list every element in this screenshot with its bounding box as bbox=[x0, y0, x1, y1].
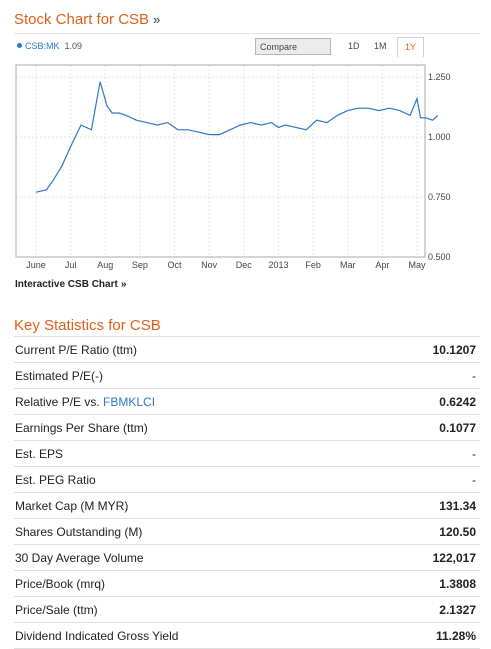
stat-label: Price/Sale (ttm) bbox=[14, 596, 375, 623]
chart-title-text[interactable]: Stock Chart for CSB bbox=[14, 11, 150, 28]
stat-value: 2.1327 bbox=[374, 596, 480, 623]
series-layer bbox=[35, 81, 439, 193]
stat-label: Relative P/E vs. FBMKLCI bbox=[14, 388, 375, 415]
legend-ticker[interactable]: CSB:MK bbox=[25, 41, 60, 51]
y-tick-label: 1.250 bbox=[428, 72, 451, 82]
stat-value: 11.28% bbox=[374, 622, 480, 649]
stats-row: 30 Day Average Volume 122,017 bbox=[14, 544, 480, 571]
stat-label-text: Est. EPS bbox=[15, 446, 64, 461]
series-dot-icon bbox=[17, 43, 22, 48]
stat-label-text: Current P/E Ratio (ttm) bbox=[15, 342, 138, 357]
x-tick-label: Nov bbox=[201, 260, 218, 270]
stat-value: 10.1207 bbox=[374, 336, 480, 363]
stat-label-text: Relative P/E vs. bbox=[15, 394, 100, 409]
stats-row: Relative P/E vs. FBMKLCI 0.6242 bbox=[14, 388, 480, 415]
x-tick-label: Jul bbox=[65, 260, 77, 270]
stat-value: - bbox=[374, 362, 480, 389]
stat-value: - bbox=[374, 440, 480, 467]
x-tick-label: Apr bbox=[375, 260, 389, 270]
interactive-chart-label[interactable]: Interactive CSB Chart bbox=[15, 279, 118, 290]
stats-row: Estimated P/E(-) - bbox=[14, 362, 480, 389]
legend-price: 1.09 bbox=[64, 41, 83, 51]
price-series-line bbox=[35, 81, 439, 193]
plot-frame bbox=[15, 64, 426, 258]
stats-row: Market Cap (M MYR) 131.34 bbox=[14, 492, 480, 519]
y-tick-label: 1.000 bbox=[428, 132, 451, 142]
stat-label-text: Shares Outstanding (M) bbox=[15, 524, 143, 539]
y-axis: 1.250 1.000 0.750 0.500 bbox=[428, 72, 451, 262]
stats-row: Price/Book (mrq) 1.3808 bbox=[14, 570, 480, 597]
stat-value: 122,017 bbox=[374, 544, 480, 571]
key-statistics-table: Current P/E Ratio (ttm) 10.1207 Estimated … bbox=[14, 336, 480, 649]
stats-section-title: Key Statistics for CSB bbox=[14, 317, 161, 334]
stat-label: Current P/E Ratio (ttm) bbox=[14, 336, 375, 363]
range-1m-button[interactable]: 1M bbox=[374, 41, 387, 51]
range-1y-button[interactable]: 1Y bbox=[397, 37, 424, 57]
chevron-right-icon[interactable]: » bbox=[153, 12, 161, 27]
stat-value: 131.34 bbox=[374, 492, 480, 519]
stat-label-text: Price/Sale (ttm) bbox=[15, 602, 98, 617]
stats-row: Price/Sale (ttm) 2.1327 bbox=[14, 596, 480, 623]
stat-label: Earnings Per Share (ttm) bbox=[14, 414, 375, 441]
range-1d-button[interactable]: 1D bbox=[348, 41, 360, 51]
stat-label-text: Earnings Per Share (ttm) bbox=[15, 420, 148, 435]
stats-row: Current P/E Ratio (ttm) 10.1207 bbox=[14, 336, 480, 363]
chart-grid bbox=[16, 65, 425, 257]
stats-row: Earnings Per Share (ttm) 0.1077 bbox=[14, 414, 480, 441]
x-tick-label: Dec bbox=[236, 260, 253, 270]
stat-value: 1.3808 bbox=[374, 570, 480, 597]
stat-label-text: Estimated P/E(-) bbox=[15, 368, 104, 383]
stat-value: 120.50 bbox=[374, 518, 480, 545]
x-tick-label: Feb bbox=[305, 260, 321, 270]
chart-section-title[interactable]: Stock Chart for CSB» bbox=[14, 11, 160, 28]
stats-row: Shares Outstanding (M) 120.50 bbox=[14, 518, 480, 545]
stats-row: Est. EPS - bbox=[14, 440, 480, 467]
stat-label: Price/Book (mrq) bbox=[14, 570, 375, 597]
stat-label-text: 30 Day Average Volume bbox=[15, 550, 144, 565]
stock-chart[interactable]: 1.250 1.000 0.750 0.500 June Jul Aug Sep Oct Nov… bbox=[0, 0, 491, 300]
stat-label-text: Price/Book (mrq) bbox=[15, 576, 106, 591]
stat-label-text: Est. PEG Ratio bbox=[15, 472, 96, 487]
stat-label-text: Market Cap (M MYR) bbox=[15, 498, 129, 513]
stat-label: Dividend Indicated Gross Yield bbox=[14, 622, 375, 649]
stat-label: Est. PEG Ratio bbox=[14, 466, 375, 493]
stat-value: 0.1077 bbox=[374, 414, 480, 441]
x-tick-label: June bbox=[26, 260, 46, 270]
y-tick-label: 0.500 bbox=[428, 252, 451, 262]
stat-label-text: Dividend Indicated Gross Yield bbox=[15, 628, 179, 643]
stats-row: Dividend Indicated Gross Yield 11.28% bbox=[14, 622, 480, 649]
stat-value: 0.6242 bbox=[374, 388, 480, 415]
stat-value: - bbox=[374, 466, 480, 493]
stat-label: Shares Outstanding (M) bbox=[14, 518, 375, 545]
stat-label: Estimated P/E(-) bbox=[14, 362, 375, 389]
benchmark-link[interactable]: FBMKLCI bbox=[103, 394, 156, 409]
compare-input[interactable]: Compare bbox=[255, 38, 331, 55]
stat-label: Market Cap (M MYR) bbox=[14, 492, 375, 519]
x-axis: June Jul Aug Sep Oct Nov Dec 2013 Feb Mar Apr May bbox=[26, 260, 426, 270]
x-tick-label: Oct bbox=[168, 260, 183, 270]
stats-row: Est. PEG Ratio - bbox=[14, 466, 480, 493]
divider bbox=[14, 33, 480, 34]
x-tick-label: Aug bbox=[97, 260, 113, 270]
stat-label: 30 Day Average Volume bbox=[14, 544, 375, 571]
x-tick-label: Mar bbox=[340, 260, 356, 270]
x-tick-label: May bbox=[408, 260, 426, 270]
y-tick-label: 0.750 bbox=[428, 192, 451, 202]
interactive-chart-link[interactable]: Interactive CSB Chart» bbox=[15, 279, 126, 290]
x-tick-label: 2013 bbox=[268, 260, 288, 270]
x-tick-label: Sep bbox=[132, 260, 148, 270]
chart-legend: CSB:MK 1.09 bbox=[17, 41, 82, 51]
chevron-right-icon[interactable]: » bbox=[120, 279, 127, 290]
stat-label: Est. EPS bbox=[14, 440, 375, 467]
